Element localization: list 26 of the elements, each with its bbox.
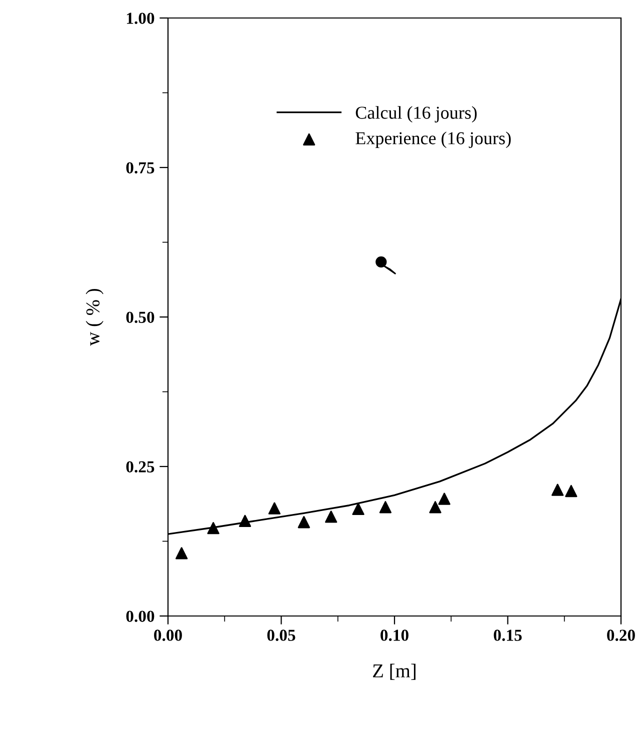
point (207, 522, 220, 534)
point (298, 516, 310, 528)
point (552, 484, 564, 496)
point (379, 501, 392, 514)
y-tick-label: 0.50 (126, 312, 154, 324)
y-tick-label: 0.00 (126, 610, 154, 622)
y-tick-label: 1.00 (126, 12, 154, 24)
point (238, 514, 252, 527)
y-tick-label: 0.75 (126, 162, 154, 174)
point (176, 547, 188, 560)
y-tick-label: 0.25 (126, 461, 154, 473)
legend-label: Experience (16 jours) (356, 132, 511, 148)
point (268, 502, 281, 514)
point (438, 492, 450, 505)
x-tick-label: 0.10 (380, 630, 408, 641)
y-axis-title: w ( % ) (86, 288, 104, 346)
x-tick-label: 0.00 (154, 630, 182, 641)
point (429, 501, 442, 514)
point (325, 510, 338, 523)
x-tick-label: 0.20 (607, 630, 635, 641)
legend-label: Calcul (16 jours) (356, 106, 477, 122)
x-tick-label: 0.05 (267, 630, 296, 641)
x-axis-title: Z [m] (373, 664, 416, 680)
point (565, 484, 578, 498)
x-tick-label: 0.15 (494, 630, 522, 641)
point (352, 502, 364, 516)
